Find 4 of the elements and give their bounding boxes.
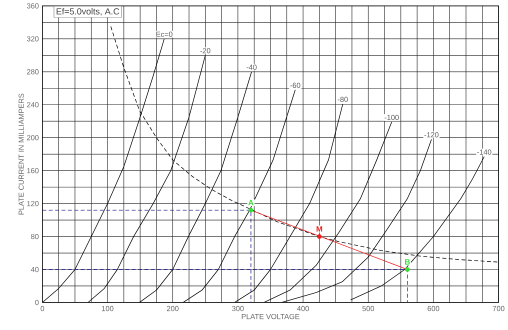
chart-title: Ef=5.0volts, A.C — [56, 8, 120, 16]
point — [317, 234, 322, 239]
point — [404, 267, 410, 272]
point — [248, 208, 254, 213]
